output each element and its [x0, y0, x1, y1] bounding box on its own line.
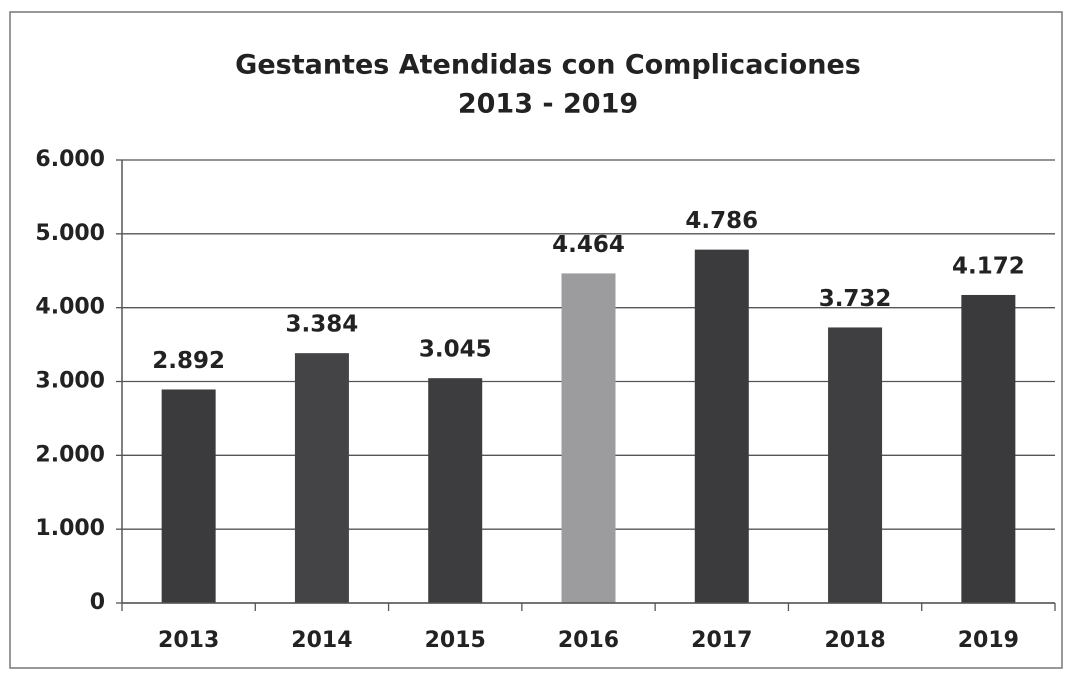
x-tick-label: 2013: [158, 628, 219, 653]
bar: [428, 378, 483, 603]
bar: [961, 294, 1016, 603]
data-label: 3.384: [286, 312, 359, 338]
bar: [828, 327, 883, 603]
data-label: 4.786: [685, 208, 758, 234]
bar: [694, 249, 749, 603]
data-label: 4.464: [552, 232, 625, 258]
data-label: 4.172: [952, 253, 1025, 279]
y-tick-label: 0: [90, 590, 105, 615]
y-tick-label: 4.000: [35, 295, 105, 320]
x-tick-label: 2018: [824, 628, 885, 653]
y-tick-label: 5.000: [35, 221, 105, 246]
bar: [561, 273, 616, 603]
y-tick-label: 3.000: [35, 369, 105, 394]
x-tick-label: 2014: [291, 628, 352, 653]
bar: [161, 389, 216, 603]
x-tick-label: 2017: [691, 628, 752, 653]
data-label: 3.732: [819, 286, 892, 312]
x-tick-label: 2019: [958, 628, 1019, 653]
chart-title: Gestantes Atendidas con Complicaciones: [235, 50, 861, 81]
y-tick-label: 1.000: [35, 516, 105, 541]
bar: [294, 353, 349, 603]
data-label: 2.892: [152, 348, 225, 374]
y-tick-label: 6.000: [35, 147, 105, 172]
chart-subtitle: 2013 - 2019: [458, 89, 638, 120]
x-tick-label: 2016: [558, 628, 619, 653]
y-tick-label: 2.000: [35, 442, 105, 467]
x-tick-label: 2015: [425, 628, 486, 653]
data-label: 3.045: [419, 337, 492, 363]
